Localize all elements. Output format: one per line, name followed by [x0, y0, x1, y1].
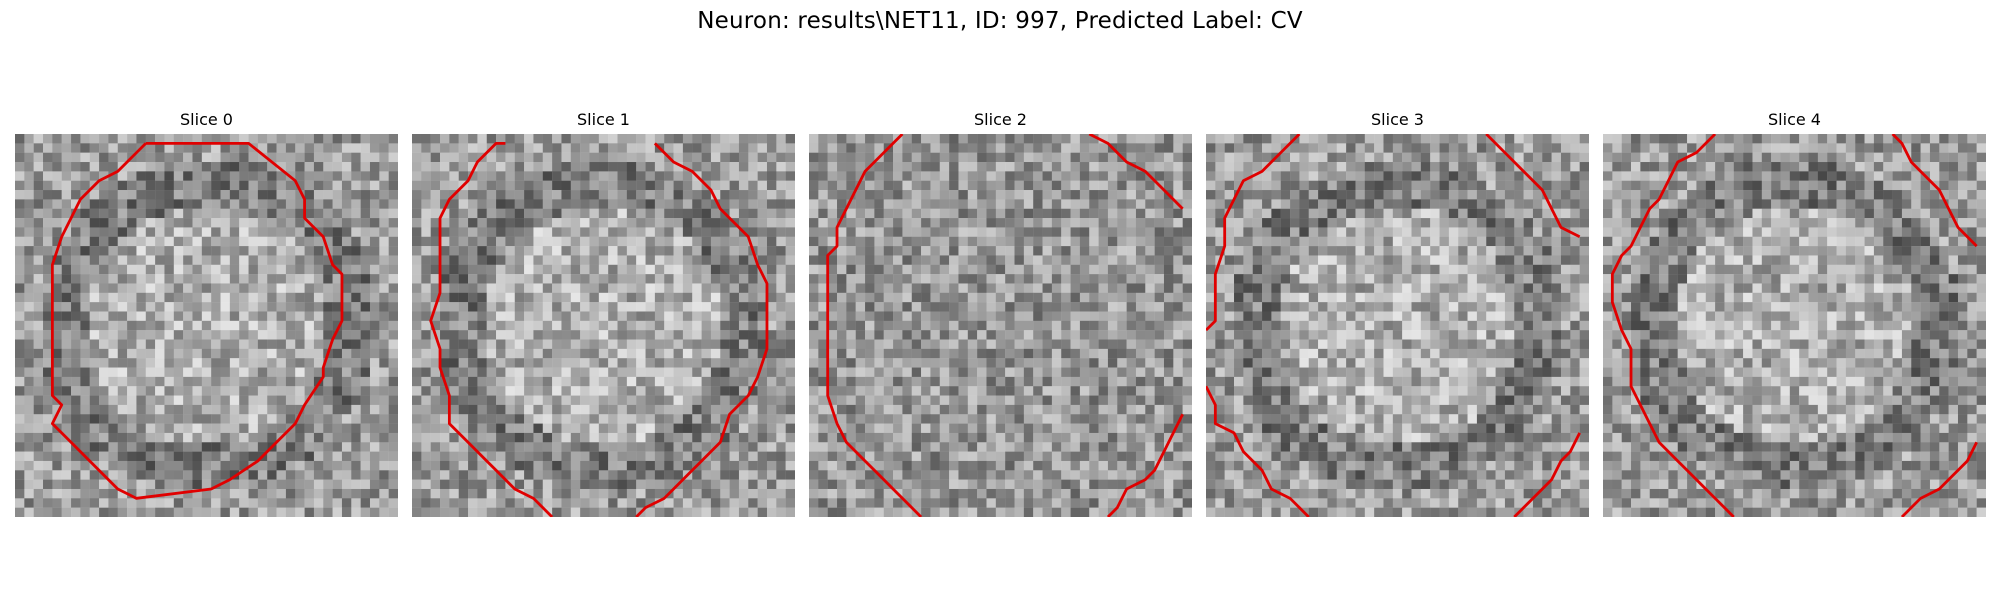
- slice-panel-0: Slice 0: [15, 108, 398, 517]
- slice-image-4: [1603, 134, 1986, 517]
- contour-line-4-2: [1900, 441, 1978, 517]
- contour-line-1-0: [429, 141, 554, 517]
- slice-image-2: [809, 134, 1192, 517]
- contour-line-3-3: [1513, 432, 1581, 517]
- contour-line-4-0: [1610, 134, 1735, 517]
- slice-title-0: Slice 0: [180, 110, 233, 129]
- contour-line-3-0: [1206, 134, 1301, 332]
- slice-panel-3: Slice 3: [1206, 108, 1589, 517]
- contour-line-3-1: [1206, 385, 1310, 517]
- slice-panel-2: Slice 2: [809, 108, 1192, 517]
- contour-line-2-1: [1088, 134, 1184, 210]
- slice-panel-4: Slice 4: [1603, 108, 1986, 517]
- contour-line-0-0: [50, 141, 344, 500]
- slice-title-4: Slice 4: [1768, 110, 1821, 129]
- figure-title: Neuron: results\NET11, ID: 997, Predicte…: [697, 8, 1303, 34]
- slice-title-2: Slice 2: [974, 110, 1027, 129]
- contour-line-3-2: [1485, 134, 1581, 239]
- contour-line-4-1: [1891, 134, 1978, 248]
- contour-line-1-1: [635, 142, 769, 517]
- contour-line-2-0: [826, 134, 923, 517]
- slice-image-3: [1206, 134, 1589, 517]
- slice-title-3: Slice 3: [1371, 110, 1424, 129]
- slice-image-0: [15, 134, 398, 517]
- slice-panel-1: Slice 1: [412, 108, 795, 517]
- slice-title-1: Slice 1: [577, 110, 630, 129]
- slice-image-1: [412, 134, 795, 517]
- contour-line-2-2: [1106, 413, 1184, 517]
